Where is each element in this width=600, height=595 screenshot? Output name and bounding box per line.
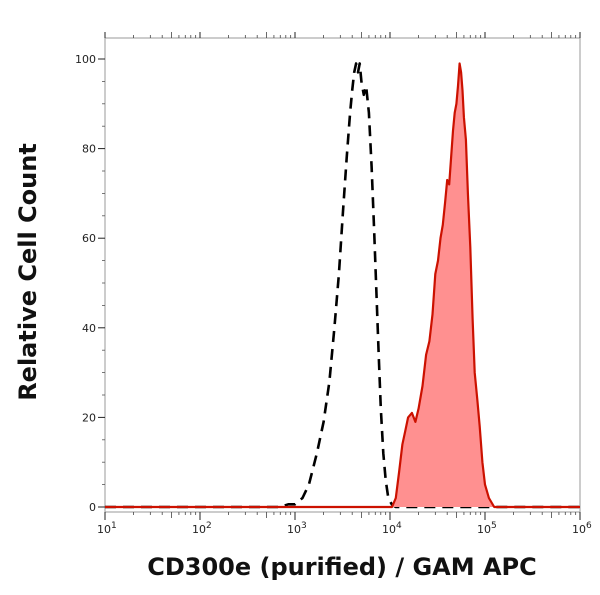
x-tick-label: 103 [287,521,307,536]
y-minor-ticks [102,81,105,486]
series-2-line [105,62,580,509]
x-tick-labels: 101 102 103 104 105 106 [97,32,592,536]
x-axis-title: CD300e (purified) / GAM APC [147,553,537,581]
y-tick-labels: 0 20 40 60 80 100 [75,53,105,514]
x-tick-label: 106 [572,521,592,536]
y-tick-label: 40 [82,322,96,335]
y-tick-label: 0 [89,501,96,514]
y-axis-title: Relative Cell Count [14,143,42,401]
x-minor-ticks [133,32,577,518]
series-layer [105,62,580,509]
plot-frame [104,37,581,513]
series-2-fill [105,63,580,507]
x-tick-label: 102 [192,521,212,536]
y-tick-label: 60 [82,232,96,245]
series-1-line [105,62,580,509]
y-tick-label: 80 [82,143,96,156]
y-tick-label: 100 [75,53,96,66]
y-tick-label: 20 [82,411,96,424]
x-tick-label: 105 [477,521,497,536]
x-tick-label: 104 [382,521,402,536]
x-tick-label: 101 [97,521,117,536]
